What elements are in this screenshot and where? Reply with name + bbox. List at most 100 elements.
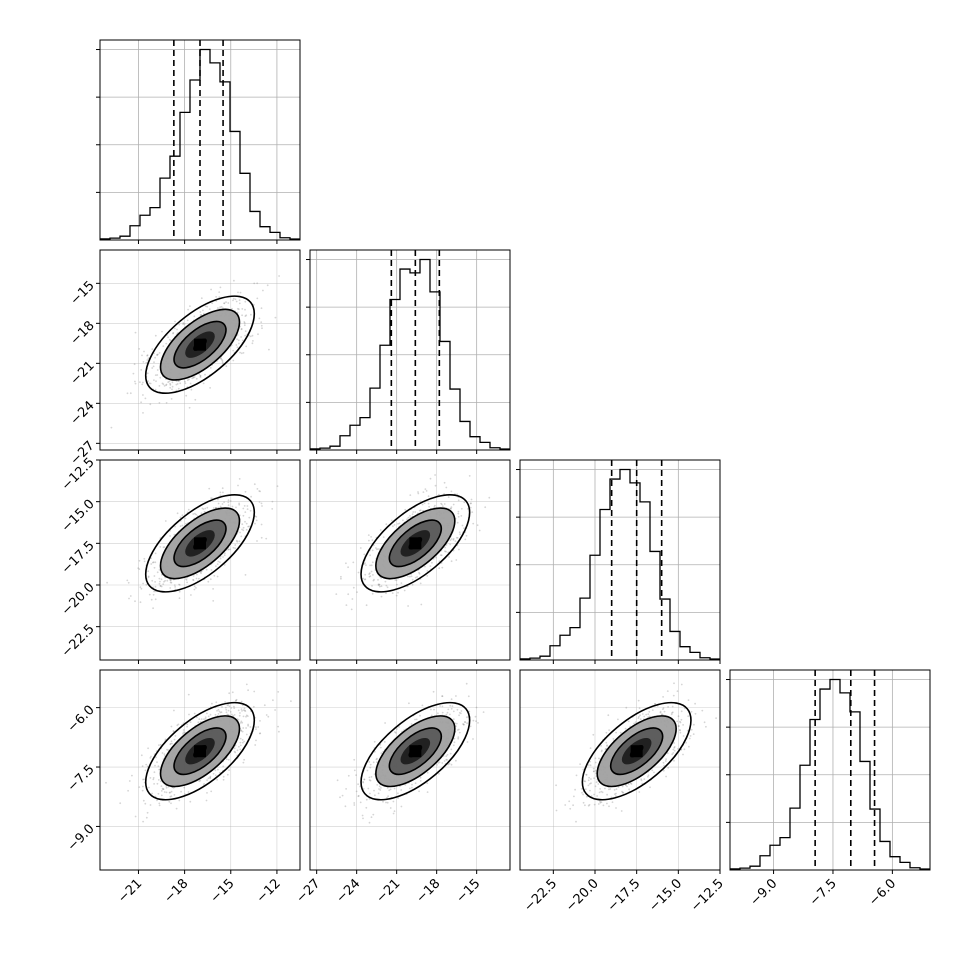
scatter-point	[154, 374, 157, 376]
scatter-point	[460, 712, 462, 715]
scatter-point	[210, 288, 213, 291]
scatter-point	[129, 392, 132, 395]
scatter-point	[189, 382, 192, 385]
scatter-point	[488, 496, 491, 499]
scatter-point	[245, 733, 248, 736]
scatter-point	[159, 546, 162, 548]
scatter-point	[467, 695, 470, 698]
scatter-point	[169, 535, 172, 537]
scatter-point	[676, 690, 679, 693]
scatter-point	[458, 531, 461, 534]
scatter-point	[227, 501, 230, 504]
scatter-point	[377, 548, 379, 550]
scatter-point	[377, 584, 380, 587]
scatter-point	[242, 709, 245, 711]
scatter-point	[414, 511, 417, 513]
scatter-point	[247, 689, 250, 692]
scatter-point	[419, 582, 422, 585]
scatter-point	[143, 778, 146, 781]
scatter-point	[171, 742, 173, 745]
scatter-point	[225, 758, 228, 761]
scatter-point	[219, 494, 222, 497]
scatter-point	[438, 567, 441, 570]
scatter-point	[142, 394, 144, 396]
scatter-point	[368, 779, 371, 781]
scatter-point	[225, 711, 228, 714]
scatter-point	[393, 810, 396, 813]
panel-frame	[729, 669, 931, 871]
scatter-point	[169, 579, 172, 582]
scatter-point	[147, 575, 150, 578]
scatter-point	[259, 732, 262, 735]
scatter-point	[152, 607, 155, 610]
scatter-point	[629, 782, 632, 785]
scatter-point	[195, 377, 198, 380]
scatter-point	[240, 328, 243, 330]
scatter-point	[397, 591, 399, 594]
scatter-point	[213, 574, 216, 577]
scatter-point	[415, 718, 418, 721]
scatter-point	[406, 585, 409, 588]
scatter-point	[169, 579, 172, 581]
scatter-point	[152, 778, 155, 781]
scatter-point	[407, 575, 409, 578]
scatter-point	[158, 352, 161, 354]
scatter-point	[615, 731, 617, 734]
scatter-point	[382, 536, 385, 538]
contour-line-1	[159, 507, 241, 580]
scatter-point	[141, 383, 144, 386]
scatter-point	[214, 507, 217, 509]
scatter-point	[198, 718, 201, 720]
scatter-point	[363, 778, 366, 781]
scatter-point	[217, 560, 220, 563]
scatter-point	[441, 695, 444, 698]
scatter-point	[154, 764, 156, 767]
scatter-point	[247, 724, 250, 727]
scatter-cloud	[110, 275, 280, 429]
scatter-point	[255, 519, 258, 522]
scatter-point	[470, 498, 473, 501]
scatter-point	[608, 805, 610, 808]
scatter-point	[219, 286, 222, 289]
scatter-point	[637, 717, 640, 719]
scatter-point	[369, 766, 372, 769]
histogram-panel-0	[96, 39, 301, 244]
scatter-point	[153, 771, 156, 774]
scatter-point	[582, 768, 585, 771]
contour-line-1	[159, 308, 241, 381]
scatter-point	[217, 713, 220, 715]
scatter-point	[433, 506, 436, 509]
x-tick-label: −20.0	[563, 876, 602, 915]
scatter-point	[596, 795, 598, 797]
scatter-point	[173, 533, 176, 536]
scatter-point	[438, 761, 441, 764]
scatter-point	[236, 346, 239, 349]
scatter-point	[456, 708, 459, 711]
scatter-point	[251, 342, 254, 345]
scatter-point	[242, 352, 245, 354]
scatter-point	[162, 546, 165, 549]
scatter-point	[350, 608, 353, 611]
scatter-point	[689, 735, 692, 737]
scatter-point	[175, 807, 178, 810]
scatter-point	[169, 382, 172, 385]
scatter-point	[159, 580, 161, 583]
scatter-point	[456, 537, 459, 539]
scatter-point	[369, 575, 372, 577]
scatter-point	[176, 724, 179, 727]
scatter-point	[445, 550, 447, 553]
scatter-point	[248, 516, 251, 519]
scatter-point	[245, 714, 248, 717]
scatter-point	[445, 755, 448, 757]
scatter-point	[164, 738, 167, 741]
scatter-point	[246, 508, 249, 510]
scatter-point	[177, 387, 180, 390]
scatter-point	[239, 748, 242, 751]
scatter-point	[397, 523, 399, 525]
scatter-point	[169, 587, 172, 589]
scatter-point	[209, 777, 212, 780]
scatter-point	[444, 550, 446, 553]
scatter-point	[449, 713, 451, 716]
scatter-point	[690, 710, 693, 713]
scatter-point	[372, 761, 375, 764]
